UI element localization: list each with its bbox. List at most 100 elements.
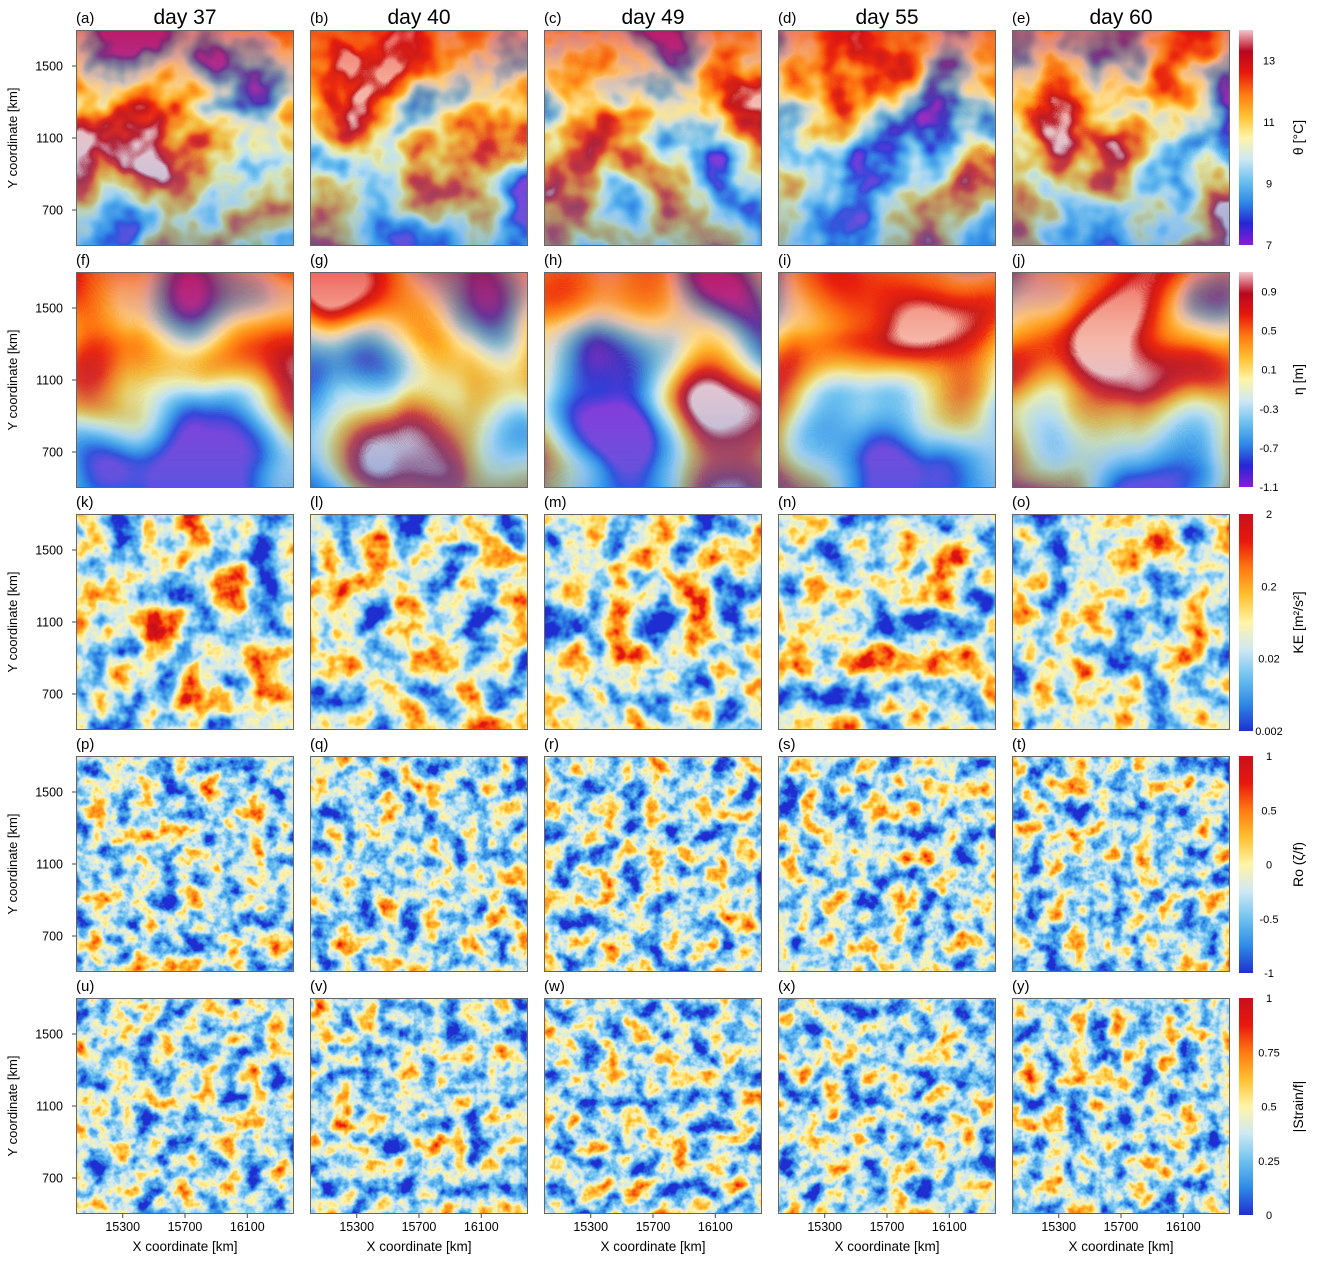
x-tick-label: 15700 [1104,1220,1139,1234]
y-tick-label: 700 [42,446,63,460]
panel-letter: (o) [1012,494,1030,511]
panel-letter: (s) [778,736,796,753]
panel-letter: (d) [778,10,796,27]
x-tick-label: 15300 [105,1220,140,1234]
colorbar-tick-label: 0.9 [1261,287,1276,299]
field-shading [310,272,528,488]
colorbar-label: |Strain/f| [1290,1081,1306,1133]
panel-frame [76,30,294,246]
panel-eta-col2: (g) [310,252,528,488]
field-image [76,998,294,1214]
panel-frame [1012,514,1230,730]
colorbar-ramp [1239,514,1253,731]
colorbar-KE: 2 0.2 0.02 0.002 KE [m²/s²] [1239,509,1306,738]
y-tick-label: 1500 [35,544,63,558]
panel-frame [544,514,762,730]
x-axis-label: X coordinate [km] [600,1239,705,1254]
colorbar-label: KE [m²/s²] [1290,591,1306,653]
panel-frame [778,272,996,488]
field-shading [310,30,528,246]
panel-KE-col3: (m) [544,494,762,730]
panel-letter: (p) [76,736,94,753]
panel-eta-col1: (f) [76,252,294,488]
y-tick-label: 1100 [36,1100,63,1114]
colorbar-tick-label: 2 [1266,509,1272,521]
colorbar-tick-label: 0.25 [1258,1156,1279,1168]
panel-letter: (b) [310,10,328,27]
panel-frame [310,998,528,1214]
column-title: day 60 [1089,6,1152,29]
colorbar-Ro: 1 0.5 0 -0.5 -1 Ro (ζ/f) [1239,751,1306,980]
panel-letter: (q) [310,736,328,753]
panel-grid: (a) (b) (c) (d) (e) (f) (g) (h) (i) (j) (k) (l) (m) (… [76,10,1230,1214]
y-axis-label: Y coordinate [km] [5,572,20,673]
colorbar-tick-label: -1.1 [1260,482,1279,494]
panel-strain-col5: (y) [1012,978,1230,1214]
field-image [778,756,996,972]
panel-frame [1012,756,1230,972]
field-shading [544,272,762,488]
panel-letter: (n) [778,494,796,511]
y-tick-label: 700 [42,688,63,702]
x-tick-label: 16100 [698,1220,733,1234]
panel-letter: (v) [310,978,328,995]
colorbar-theta: 13 11 9 7 θ [°C] [1239,30,1306,252]
x-tick-label: 15700 [402,1220,437,1234]
panel-eta-col4: (i) [778,252,996,488]
colorbar-tick-label: 7 [1266,240,1272,252]
panel-frame [544,272,762,488]
field-image [1012,998,1230,1214]
panel-frame [778,30,996,246]
field-shading [1012,272,1230,488]
panel-frame [778,998,996,1214]
panel-frame [1012,998,1230,1214]
panel-letter: (e) [1012,10,1030,27]
colorbar-tick-label: -1 [1264,968,1274,980]
y-tick-label: 1500 [35,1028,63,1042]
x-tick-label: 16100 [932,1220,967,1234]
x-tick-label: 15300 [573,1220,608,1234]
y-tick-label: 1500 [35,60,63,74]
colorbar-tick-label: 0.5 [1261,1102,1276,1114]
colorbar-tick-label: -0.3 [1260,404,1279,416]
panel-frame [76,272,294,488]
panel-frame [544,756,762,972]
y-tick-label: 1500 [35,302,63,316]
field-image [76,756,294,972]
y-axis-label: Y coordinate [km] [5,330,20,431]
field-shading [778,272,996,488]
panel-frame [544,998,762,1214]
panel-frame [1012,30,1230,246]
panel-frame [1012,272,1230,488]
column-title: day 55 [855,6,918,29]
x-tick-label: 15300 [1041,1220,1076,1234]
panel-letter: (a) [76,10,94,27]
panel-Ro-col1: (p) [76,736,294,972]
y-tick-label: 700 [42,1172,63,1186]
column-title: day 40 [387,6,450,29]
field-image [544,514,762,730]
colorbar-tick-label: 0.5 [1261,326,1276,338]
panel-Ro-col2: (q) [310,736,528,972]
colorbar-tick-label: 0 [1266,860,1272,872]
y-axis-label: Y coordinate [km] [5,88,20,189]
y-tick-label: 1500 [35,786,63,800]
panel-theta-col1: (a) [76,10,294,246]
colorbar-tick-label: 0.5 [1261,805,1276,817]
panel-KE-col5: (o) [1012,494,1230,730]
panel-KE-col2: (l) [310,494,528,730]
x-axis-label: X coordinate [km] [1068,1239,1173,1254]
panel-letter: (k) [76,494,94,511]
x-tick-label: 15700 [636,1220,671,1234]
x-axis-label: X coordinate [km] [132,1239,237,1254]
x-axis-label: X coordinate [km] [834,1239,939,1254]
field-image [310,998,528,1214]
x-tick-label: 16100 [230,1220,265,1234]
panel-frame [76,756,294,972]
y-tick-label: 700 [42,930,63,944]
panel-letter: (r) [544,736,559,753]
field-image [310,756,528,972]
y-axis-label: Y coordinate [km] [5,1056,20,1157]
panel-frame [778,514,996,730]
